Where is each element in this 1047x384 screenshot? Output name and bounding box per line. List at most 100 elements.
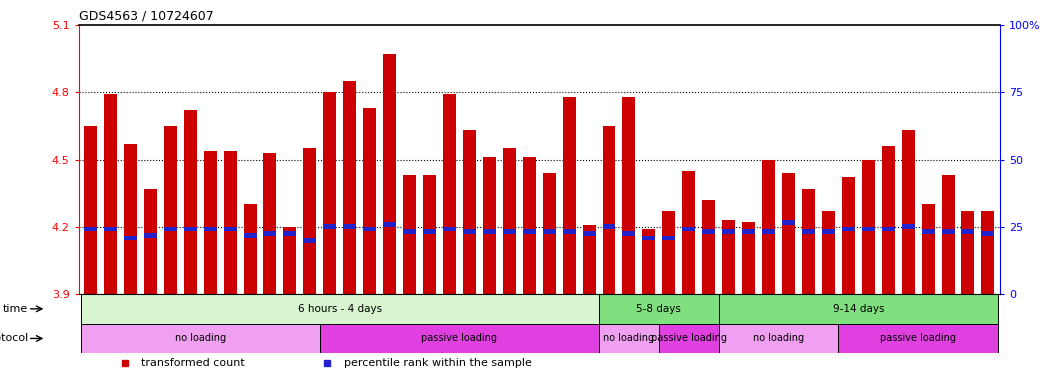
Bar: [599, 294, 718, 324]
Bar: [224, 151, 237, 294]
Bar: [802, 229, 815, 234]
Bar: [901, 224, 915, 229]
Bar: [542, 229, 556, 234]
Bar: [443, 94, 455, 294]
Bar: [602, 224, 616, 229]
Bar: [599, 324, 659, 353]
Bar: [363, 227, 376, 232]
Bar: [882, 227, 895, 232]
Bar: [503, 148, 516, 294]
Bar: [562, 97, 576, 294]
Bar: [204, 151, 217, 294]
Bar: [921, 229, 935, 234]
Text: no loading: no loading: [175, 333, 226, 343]
Bar: [663, 235, 675, 240]
Bar: [742, 229, 755, 234]
Bar: [623, 97, 636, 294]
Bar: [703, 200, 715, 294]
Bar: [582, 231, 596, 236]
Bar: [718, 324, 839, 353]
Bar: [304, 148, 316, 294]
Bar: [703, 229, 715, 234]
Text: 9-14 days: 9-14 days: [832, 304, 884, 314]
Bar: [423, 175, 436, 294]
Bar: [324, 224, 336, 229]
Bar: [582, 225, 596, 294]
Bar: [822, 229, 834, 234]
Text: 5-8 days: 5-8 days: [637, 304, 682, 314]
Bar: [343, 81, 356, 294]
Bar: [961, 211, 975, 294]
Bar: [782, 173, 795, 294]
Bar: [84, 126, 97, 294]
Text: passive loading: passive loading: [651, 333, 727, 343]
Bar: [643, 235, 655, 240]
Bar: [403, 175, 416, 294]
Bar: [443, 227, 455, 232]
Bar: [981, 231, 995, 236]
Bar: [882, 146, 895, 294]
Bar: [722, 220, 735, 294]
Bar: [542, 173, 556, 294]
Bar: [961, 229, 975, 234]
Bar: [284, 227, 296, 294]
Bar: [683, 227, 695, 232]
Bar: [941, 175, 955, 294]
Bar: [224, 227, 237, 232]
Bar: [81, 324, 319, 353]
Bar: [941, 229, 955, 234]
Bar: [383, 222, 396, 227]
Text: passive loading: passive loading: [881, 333, 956, 343]
Bar: [143, 189, 157, 294]
Bar: [264, 153, 276, 294]
Bar: [562, 229, 576, 234]
Bar: [383, 54, 396, 294]
Bar: [104, 227, 117, 232]
Bar: [742, 222, 755, 294]
Bar: [802, 189, 815, 294]
Text: 6 hours - 4 days: 6 hours - 4 days: [297, 304, 382, 314]
Bar: [722, 229, 735, 234]
Bar: [921, 204, 935, 294]
Bar: [718, 294, 998, 324]
Bar: [124, 235, 137, 240]
Bar: [663, 211, 675, 294]
Bar: [602, 126, 616, 294]
Bar: [163, 227, 177, 232]
Bar: [463, 130, 476, 294]
Bar: [842, 227, 854, 232]
Bar: [423, 229, 436, 234]
Bar: [839, 324, 998, 353]
Bar: [143, 233, 157, 238]
Bar: [403, 229, 416, 234]
Bar: [244, 233, 257, 238]
Bar: [762, 159, 775, 294]
Text: no loading: no loading: [603, 333, 654, 343]
Bar: [363, 108, 376, 294]
Bar: [124, 144, 137, 294]
Text: time: time: [2, 304, 28, 314]
Bar: [659, 324, 718, 353]
Bar: [204, 227, 217, 232]
Bar: [319, 324, 599, 353]
Bar: [822, 211, 834, 294]
Text: percentile rank within the sample: percentile rank within the sample: [343, 358, 532, 367]
Text: transformed count: transformed count: [141, 358, 245, 367]
Bar: [304, 238, 316, 243]
Bar: [623, 231, 636, 236]
Bar: [522, 229, 536, 234]
Bar: [163, 126, 177, 294]
Bar: [81, 294, 599, 324]
Bar: [842, 177, 854, 294]
Bar: [84, 227, 97, 232]
Bar: [324, 92, 336, 294]
Bar: [503, 229, 516, 234]
Bar: [862, 227, 874, 232]
Bar: [483, 157, 496, 294]
Bar: [522, 157, 536, 294]
Bar: [463, 229, 476, 234]
Text: protocol: protocol: [0, 333, 28, 343]
Text: no loading: no loading: [753, 333, 804, 343]
Bar: [762, 229, 775, 234]
Bar: [264, 231, 276, 236]
